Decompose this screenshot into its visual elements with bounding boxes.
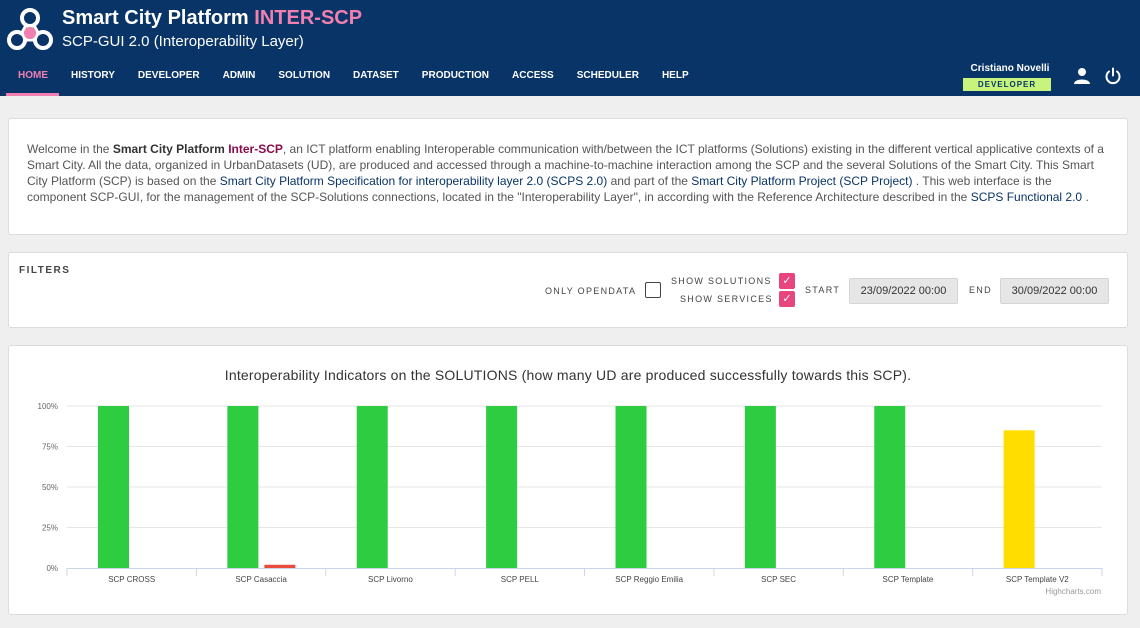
- show-services-label: SHOW SERVICES: [680, 294, 773, 304]
- nav-home[interactable]: HOME: [6, 58, 59, 96]
- user-name: Cristiano Novelli: [970, 63, 1050, 74]
- nav-history[interactable]: HISTORY: [71, 70, 115, 81]
- only-opendata-checkbox[interactable]: [645, 282, 661, 298]
- user-icon[interactable]: [1073, 67, 1091, 85]
- welcome-card: Welcome in the Smart City Platform Inter…: [8, 118, 1128, 235]
- app-title: Smart City Platform INTER-SCP: [62, 7, 362, 30]
- app-subtitle: SCP-GUI 2.0 (Interoperability Layer): [62, 33, 304, 50]
- bar: [98, 406, 129, 568]
- x-category-label: SCP PELL: [501, 575, 540, 584]
- nav-production[interactable]: PRODUCTION: [421, 70, 490, 81]
- nav-admin[interactable]: ADMIN: [222, 70, 256, 81]
- app-header: Smart City Platform INTER-SCP SCP-GUI 2.…: [0, 0, 1140, 96]
- interoperability-bar-chart: 0% 25% 50% 75% 100% SCP CROSS SCP Casaccia SCP …: [38, 402, 1103, 584]
- scps-functional-link[interactable]: SCPS Functional 2.0: [970, 190, 1083, 204]
- bar: [264, 564, 296, 568]
- x-category-label: SCP Livorno: [368, 575, 413, 584]
- chart-credits[interactable]: Highcharts.com: [1045, 587, 1101, 596]
- show-solutions-label: SHOW SOLUTIONS: [671, 276, 772, 286]
- welcome-text: . This web interface is the component SC…: [27, 174, 1052, 204]
- nav-scheduler[interactable]: SCHEDULER: [576, 70, 639, 81]
- bar: [744, 406, 776, 568]
- scp-project-link[interactable]: Smart City Platform Project (SCP Project…: [691, 174, 913, 188]
- app-title-accent: INTER-SCP: [254, 7, 363, 29]
- bar: [1003, 430, 1035, 568]
- power-icon[interactable]: [1104, 67, 1122, 85]
- bar: [227, 406, 259, 568]
- y-tick-label: 25%: [42, 524, 58, 533]
- y-tick-label: 100%: [38, 402, 58, 411]
- app-logo-icon[interactable]: [6, 6, 54, 54]
- nav-access[interactable]: ACCESS: [512, 70, 554, 81]
- end-date-input[interactable]: 30/09/2022 00:00: [1000, 278, 1109, 304]
- y-tick-label: 75%: [42, 443, 58, 452]
- nav-help[interactable]: HELP: [661, 70, 689, 81]
- show-solutions-checkbox[interactable]: ✓: [779, 273, 795, 289]
- x-category-label: SCP Template: [883, 575, 934, 584]
- x-category-label: SCP Casaccia: [235, 575, 287, 584]
- bar: [615, 406, 647, 568]
- show-services-checkbox[interactable]: ✓: [779, 291, 795, 307]
- x-category-label: SCP Reggio Emilia: [615, 575, 683, 584]
- chart-card: Interoperability Indicators on the SOLUT…: [8, 345, 1128, 615]
- welcome-text: Welcome in the: [27, 142, 113, 156]
- bar: [874, 406, 906, 568]
- filters-card: FILTERS ONLY OPENDATA SHOW SOLUTIONS ✓ S…: [8, 252, 1128, 328]
- end-label: END: [969, 285, 992, 295]
- main-nav: HOME HISTORY DEVELOPER ADMIN SOLUTION DA…: [6, 58, 700, 96]
- app-title-main: Smart City Platform: [62, 7, 249, 29]
- welcome-platform-accent: Inter-SCP: [228, 142, 283, 156]
- nav-dataset[interactable]: DATASET: [353, 70, 399, 81]
- only-opendata-label: ONLY OPENDATA: [545, 286, 637, 296]
- y-tick-label: 0%: [46, 564, 58, 573]
- user-role-badge: DEVELOPER: [963, 78, 1051, 91]
- nav-solution[interactable]: SOLUTION: [278, 70, 331, 81]
- x-category-label: SCP Template V2: [1006, 575, 1069, 584]
- x-category-label: SCP SEC: [761, 575, 796, 584]
- welcome-text: and part of the: [607, 174, 692, 188]
- welcome-text: .: [1082, 190, 1089, 204]
- chart-title: Interoperability Indicators on the SOLUT…: [224, 367, 912, 383]
- nav-developer[interactable]: DEVELOPER: [137, 70, 200, 81]
- start-date-input[interactable]: 23/09/2022 00:00: [849, 278, 958, 304]
- bar: [486, 406, 518, 568]
- y-tick-label: 50%: [42, 483, 58, 492]
- bar: [356, 406, 388, 568]
- welcome-text: , an ICT platform enabling Interoperable…: [27, 142, 1104, 188]
- x-category-label: SCP CROSS: [108, 575, 155, 584]
- filters-title: FILTERS: [19, 265, 71, 276]
- scps-spec-link[interactable]: Smart City Platform Specification for in…: [219, 174, 608, 188]
- welcome-platform-name: Smart City Platform: [112, 142, 229, 156]
- start-label: START: [805, 285, 841, 295]
